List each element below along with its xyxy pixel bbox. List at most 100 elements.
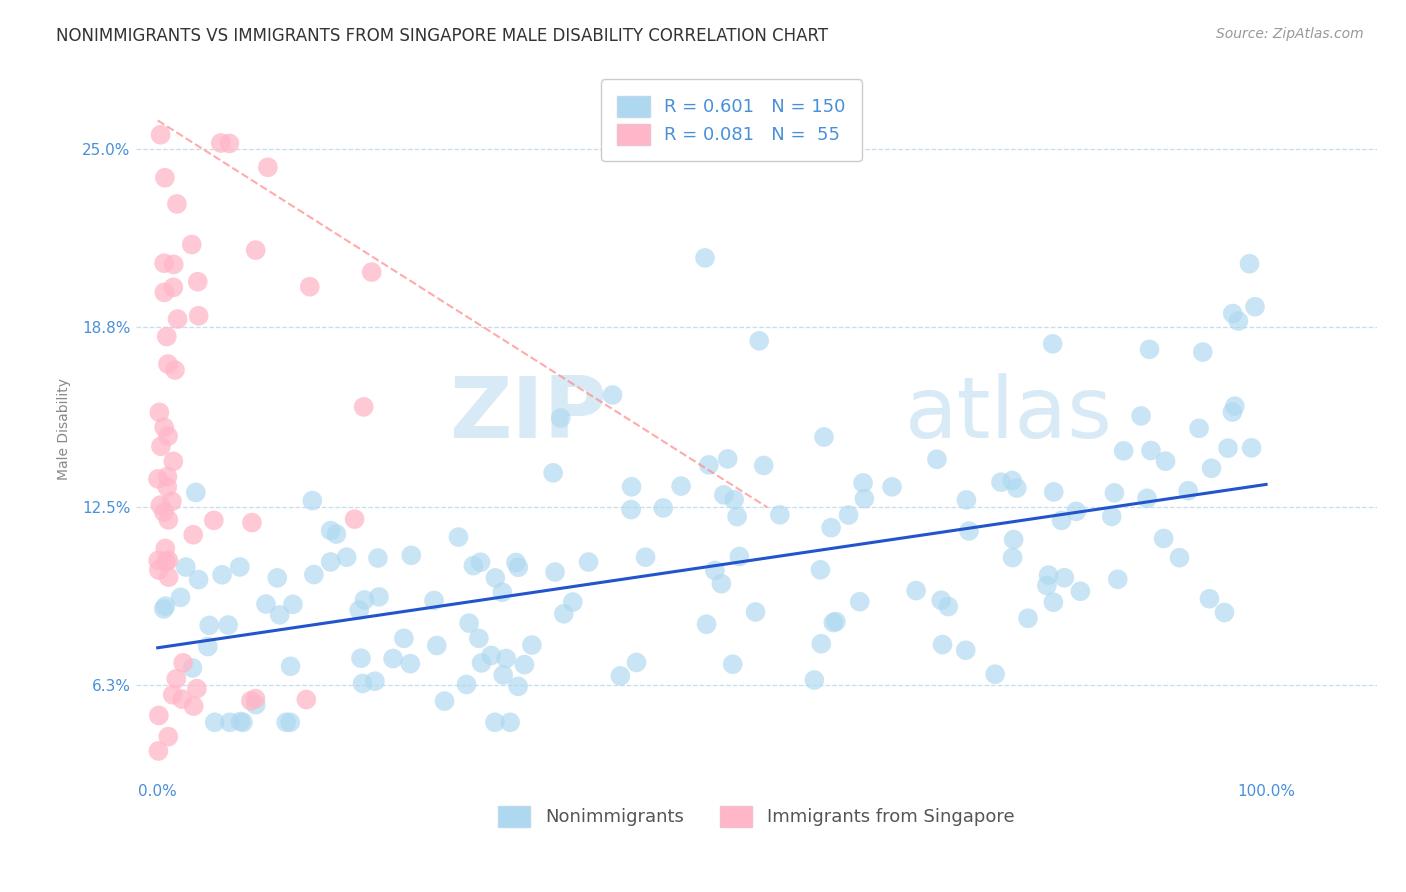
Point (266, 571, 288, 585)
Point (240, 516, 263, 530)
Point (298, 279, 321, 293)
Point (957, 524, 980, 538)
Point (491, 585, 513, 599)
Point (166, 197, 188, 211)
Point (162, 454, 184, 468)
Point (392, 632, 415, 646)
Point (810, 637, 832, 651)
Point (197, 640, 219, 654)
Point (426, 639, 449, 653)
Point (1198, 591, 1220, 606)
Point (1227, 314, 1250, 328)
Point (186, 681, 208, 696)
Point (1222, 307, 1244, 321)
Point (181, 661, 204, 675)
Point (1213, 606, 1236, 620)
Text: Source: ZipAtlas.com: Source: ZipAtlas.com (1216, 27, 1364, 41)
Point (218, 715, 240, 730)
Point (1239, 257, 1261, 271)
Point (163, 363, 186, 377)
Point (211, 567, 233, 582)
Point (399, 657, 422, 671)
Point (239, 694, 262, 708)
Point (229, 714, 252, 729)
Point (172, 692, 194, 706)
Point (620, 502, 643, 516)
Point (717, 451, 740, 466)
Point (1064, 504, 1087, 518)
Legend: Nonimmigrants, Immigrants from Singapore: Nonimmigrants, Immigrants from Singapore (491, 798, 1022, 834)
Text: ZIP: ZIP (450, 373, 607, 456)
Point (156, 329, 179, 343)
Point (495, 651, 517, 665)
Point (155, 599, 177, 614)
Point (1042, 336, 1064, 351)
Point (184, 485, 207, 500)
Point (155, 541, 177, 556)
Point (1154, 454, 1177, 468)
Point (723, 492, 745, 507)
Point (319, 524, 342, 538)
Point (368, 590, 391, 604)
Text: NONIMMIGRANTS VS IMMIGRANTS FROM SINGAPORE MALE DISABILITY CORRELATION CHART: NONIMMIGRANTS VS IMMIGRANTS FROM SINGAPO… (56, 27, 828, 45)
Point (470, 555, 492, 569)
Point (810, 563, 832, 577)
Point (245, 691, 267, 706)
Point (347, 603, 370, 617)
Point (156, 357, 179, 371)
Point (925, 452, 948, 467)
Point (157, 429, 180, 443)
Point (825, 615, 848, 629)
Point (479, 648, 502, 663)
Point (163, 257, 186, 271)
Point (602, 388, 624, 402)
Point (541, 466, 564, 480)
Point (280, 659, 302, 673)
Point (1223, 399, 1246, 413)
Point (166, 312, 188, 326)
Point (468, 632, 491, 646)
Point (550, 411, 572, 425)
Point (1050, 513, 1073, 527)
Point (364, 674, 387, 689)
Point (1053, 571, 1076, 585)
Point (905, 583, 928, 598)
Point (202, 513, 225, 527)
Point (146, 472, 169, 486)
Point (153, 420, 176, 434)
Point (281, 597, 304, 611)
Point (513, 657, 536, 672)
Point (162, 688, 184, 702)
Point (929, 593, 952, 607)
Point (172, 656, 194, 670)
Point (352, 676, 374, 690)
Point (447, 530, 470, 544)
Point (149, 439, 172, 453)
Point (955, 643, 977, 657)
Point (823, 615, 845, 630)
Point (990, 475, 1012, 490)
Point (160, 494, 183, 508)
Point (769, 508, 792, 522)
Point (278, 715, 301, 730)
Point (553, 607, 575, 621)
Point (803, 673, 825, 687)
Point (1001, 550, 1024, 565)
Point (343, 512, 366, 526)
Point (157, 513, 180, 527)
Point (254, 597, 277, 611)
Point (470, 656, 492, 670)
Point (838, 508, 860, 522)
Point (146, 553, 169, 567)
Point (382, 651, 405, 665)
Point (696, 617, 718, 632)
Point (204, 715, 226, 730)
Point (752, 458, 775, 473)
Point (149, 498, 172, 512)
Point (367, 551, 389, 566)
Point (508, 560, 530, 574)
Point (609, 669, 631, 683)
Point (245, 243, 267, 257)
Point (520, 638, 543, 652)
Point (209, 136, 232, 150)
